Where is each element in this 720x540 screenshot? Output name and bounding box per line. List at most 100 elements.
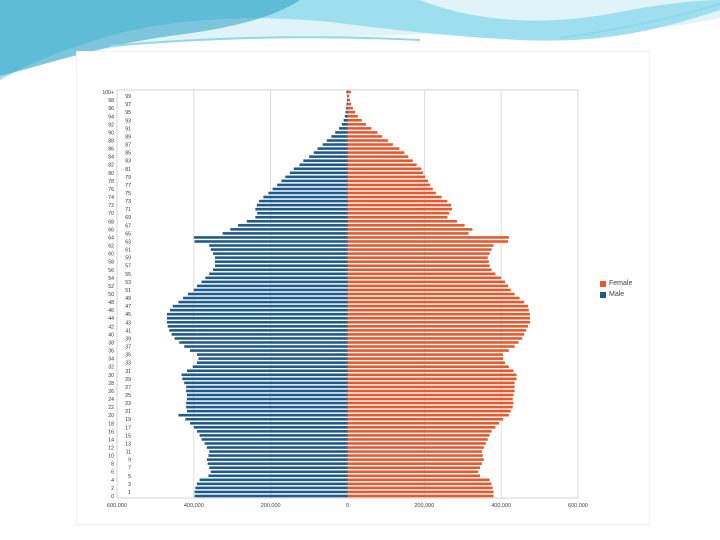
y-tick-label: 31: [125, 369, 131, 375]
legend-item-male: Male: [600, 289, 632, 300]
y-tick-label: 60: [108, 252, 114, 258]
bar-female-age-72: [347, 203, 452, 207]
bar-female-age-49: [347, 296, 520, 300]
bar-male-age-13: [204, 442, 348, 445]
x-tick-label: 600,000: [568, 503, 588, 509]
y-tick-label: 64: [108, 235, 114, 241]
y-tick-label: 28: [108, 381, 114, 387]
bar-female-age-95: [347, 110, 356, 114]
x-tick-label: 400,000: [491, 503, 511, 509]
bar-male-age-48: [178, 300, 348, 304]
bar-female-age-30: [347, 373, 517, 377]
bar-female-age-84: [347, 155, 409, 158]
bar-male-age-78: [281, 179, 348, 183]
bar-male-age-25: [186, 393, 348, 397]
y-tick-label: 82: [108, 163, 114, 169]
bar-female-age-18: [347, 421, 500, 425]
y-tick-label: 43: [125, 320, 131, 326]
y-tick-label: 72: [108, 203, 114, 209]
y-tick-label: 51: [125, 288, 131, 294]
y-tick-label: 19: [125, 417, 131, 423]
y-tick-label: 86: [108, 147, 114, 153]
bar-male-age-66: [230, 228, 348, 231]
bar-male-age-77: [277, 183, 348, 187]
bar-male-age-36: [189, 349, 348, 352]
y-tick-label: 97: [125, 102, 131, 108]
y-tick-label: 56: [108, 268, 114, 274]
bar-female-age-36: [347, 349, 509, 352]
bar-male-age-60: [213, 252, 348, 255]
legend-swatch-female: [600, 280, 606, 287]
bar-female-age-10: [347, 454, 483, 457]
y-tick-label: 14: [108, 437, 114, 443]
y-tick-label: 99: [125, 94, 131, 100]
bar-male-age-39: [174, 337, 348, 340]
y-tick-label: 2: [111, 486, 114, 492]
y-tick-label: 55: [125, 272, 131, 278]
y-tick-label: 30: [108, 373, 114, 379]
y-tick-label: 13: [125, 441, 131, 447]
y-tick-label: 89: [125, 134, 131, 140]
bar-female-age-27: [347, 385, 515, 389]
bar-male-age-98: [346, 98, 348, 102]
bar-female-age-97: [347, 102, 352, 106]
y-tick-label: 16: [108, 429, 114, 435]
bar-male-age-24: [186, 397, 348, 401]
chart-legend: Female Male: [600, 278, 632, 300]
bar-female-age-15: [347, 434, 490, 437]
bar-male-age-91: [339, 127, 348, 130]
bar-female-age-69: [347, 215, 448, 219]
bar-male-age-43: [166, 320, 348, 324]
bar-male-age-47: [172, 304, 348, 308]
bar-female-age-73: [347, 199, 448, 203]
bar-male-age-96: [346, 106, 348, 110]
y-tick-label: 17: [125, 425, 131, 431]
bar-female-age-23: [347, 401, 514, 405]
bar-male-age-7: [209, 466, 348, 469]
bar-female-age-1: [347, 490, 494, 494]
bar-female-age-25: [347, 393, 514, 397]
bar-male-age-26: [186, 389, 348, 393]
bar-male-age-34: [198, 357, 348, 360]
bar-female-age-45: [347, 312, 530, 316]
bar-male-age-56: [213, 268, 348, 272]
x-tick-label: 0: [346, 503, 349, 509]
y-tick-label: 70: [108, 211, 114, 217]
bar-female-age-65: [347, 232, 469, 235]
bar-female-age-94: [347, 114, 358, 118]
y-tick-label: 52: [108, 284, 114, 290]
bar-female-age-71: [347, 207, 452, 211]
y-tick-label: 75: [125, 191, 131, 197]
bar-male-age-83: [303, 159, 348, 162]
bar-female-age-77: [347, 183, 431, 187]
bar-male-age-18: [189, 421, 348, 425]
y-tick-label: 85: [125, 151, 131, 157]
bar-female-age-9: [347, 458, 484, 461]
bar-male-age-10: [208, 454, 348, 457]
y-tick-label: 24: [108, 397, 114, 403]
bar-male-age-21: [186, 409, 348, 413]
slide-header-banner: [0, 0, 720, 80]
bar-female-age-38: [347, 341, 519, 344]
bar-male-age-32: [192, 365, 348, 369]
bar-female-age-62: [347, 244, 494, 247]
bar-female-age-47: [347, 304, 529, 308]
bar-male-age-1: [194, 490, 348, 494]
bar-male-age-5: [208, 474, 348, 478]
y-tick-label: 41: [125, 328, 131, 334]
bar-male-age-33: [196, 361, 348, 364]
bar-female-age-43: [347, 320, 530, 324]
bar-female-age-78: [347, 179, 429, 183]
bar-male-age-44: [166, 316, 348, 320]
y-tick-label: 73: [125, 199, 131, 205]
bar-female-age-60: [347, 252, 490, 255]
chart-panel: 600,000 400,000 200,000 0 200,000 400,000 600,…: [77, 52, 649, 524]
y-tick-label: 6: [111, 470, 114, 476]
bar-female-age-54: [347, 276, 502, 280]
y-tick-label: 80: [108, 171, 114, 177]
bar-male-age-29: [182, 377, 348, 381]
y-tick-label: 59: [125, 256, 131, 262]
bar-male-age-71: [255, 207, 348, 211]
bar-female-age-12: [347, 446, 484, 449]
bar-female-age-67: [347, 224, 465, 227]
